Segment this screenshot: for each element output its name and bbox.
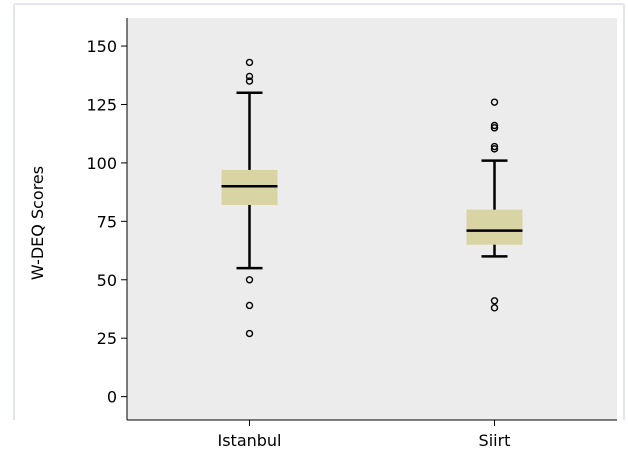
y-axis-label: W-DEQ Scores (28, 166, 47, 280)
y-tick-label: 150 (86, 37, 117, 56)
y-tick-label: 25 (97, 329, 117, 348)
outlier-point (490, 142, 499, 151)
outlier-point (245, 58, 254, 67)
outlier-point (245, 77, 254, 85)
outlier-point (245, 276, 254, 284)
x-tick-label: Istanbul (217, 431, 281, 450)
y-tick-label: 125 (86, 95, 117, 114)
boxes (221, 58, 523, 338)
outlier-point (245, 329, 254, 338)
y-tick-label: 75 (97, 212, 117, 231)
outlier-point (490, 145, 499, 153)
outlier-point (490, 124, 499, 132)
box-group-istanbul (221, 58, 278, 338)
y-ticks: 0 25 50 75 100 125 150 (86, 37, 127, 407)
box-group-siirt (466, 98, 523, 312)
outlier-point (245, 72, 254, 81)
plot-area (127, 18, 617, 420)
y-tick-label: 0 (107, 388, 117, 407)
iqr-box (466, 209, 523, 245)
x-ticks: Istanbul Siirt (217, 420, 510, 450)
x-tick-label: Siirt (479, 431, 511, 450)
y-tick-label: 100 (86, 154, 117, 173)
outlier-point (490, 297, 499, 305)
outlier-point (490, 98, 499, 106)
outlier-point (490, 121, 499, 130)
outlier-point (245, 301, 254, 310)
y-tick-label: 50 (97, 271, 117, 290)
outlier-point (490, 304, 499, 312)
